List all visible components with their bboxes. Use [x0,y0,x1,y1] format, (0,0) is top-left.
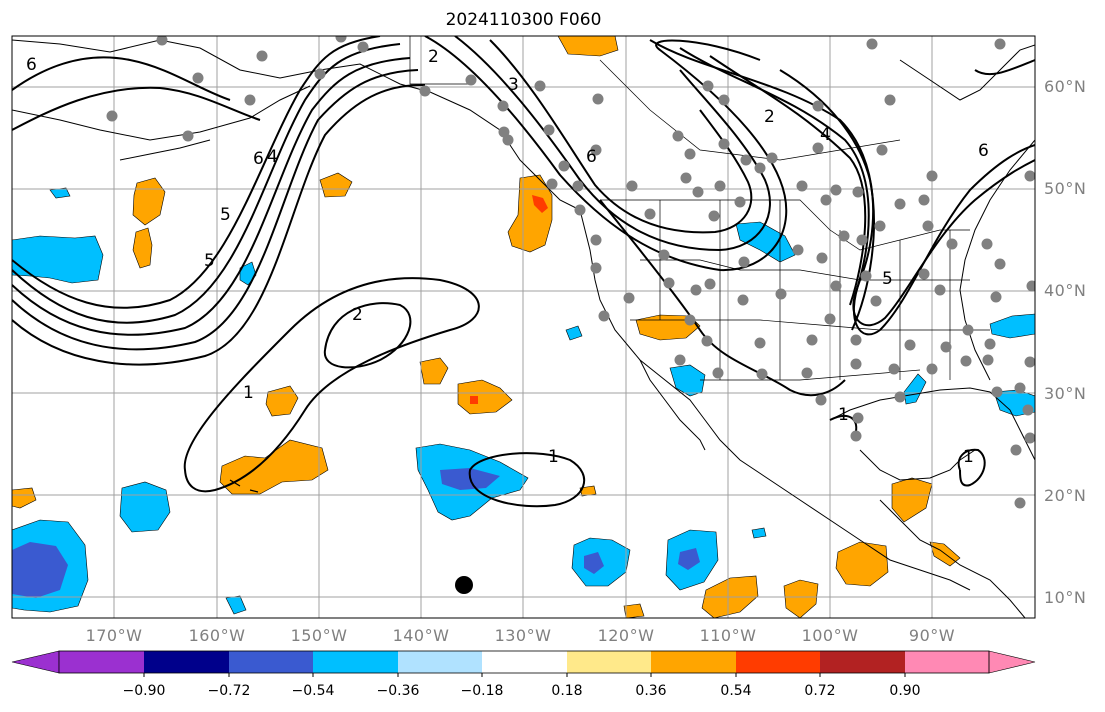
anomaly-orange-9 [579,485,597,497]
anomaly-orange-1 [132,177,166,226]
lon-label: 130°W [494,626,552,645]
anomaly-orange-ca [635,314,701,341]
anomaly-red-pnw [532,195,548,213]
anomaly-red-5 [470,396,478,404]
colorbar-swatch [567,651,651,673]
contours [12,36,1035,508]
anomaly-blue-west [12,235,104,284]
colorbar-swatch [398,651,482,673]
colorbar-swatch [905,651,989,673]
anomaly-orange-top [557,36,619,57]
anomaly-blue-ca [565,325,583,341]
anomaly-blue-gulf [669,364,706,397]
contour-label: 2 [428,47,439,67]
lat-label: 50°N [1044,179,1087,198]
colorbar-tick-label: 0.54 [720,683,752,699]
lat-label: 60°N [1044,77,1087,96]
contour-label: 4 [820,125,831,145]
anomaly-blue-east3 [903,373,927,405]
lat-label: 10°N [1044,588,1087,607]
contour-label: 6 [586,147,597,167]
colorbar-swatch [820,651,905,673]
contour-label: 4 [267,147,278,167]
colorbar-swatch [482,651,567,673]
lon-label: 140°W [392,626,450,645]
contour-label: 5 [882,269,893,289]
colorbar-swatch [736,651,820,673]
anomaly-orange-b3 [623,603,645,618]
colorbar-tick-label: 0.72 [804,683,836,699]
colorbar-swatch [651,651,736,673]
colorbar-extend-right [988,650,1036,674]
contour-label: 2 [352,305,363,325]
anomaly-orange-5 [457,379,513,415]
lon-label: 110°W [699,626,757,645]
anomaly-darkblue-b1 [584,552,604,574]
colorbar-tick-label: −0.54 [291,683,335,699]
lon-label: 170°W [85,626,143,645]
graticule [12,36,1035,618]
colorbar-tick-label: 0.36 [635,683,667,699]
anomaly-darkblue-b2 [678,548,700,570]
contour-label: 1 [963,447,974,467]
colorbar-tick-label: −0.18 [460,683,504,699]
map-title: 2024110300 F060 [445,10,602,30]
colorbar-swatch [59,651,144,673]
colorbar-swatch [144,651,229,673]
contour-label: 3 [508,75,519,95]
shaded-anomalies [12,36,1035,618]
colorbar-swatch [229,651,313,673]
colorbar-extend-left [11,650,60,674]
contour-label: 1 [838,405,849,425]
anomaly-orange-4 [419,357,449,385]
colorbar-tick-label: −0.90 [122,683,166,699]
contour-label: 6 [26,55,37,75]
anomaly-blue-east1 [989,313,1035,339]
lon-label: 150°W [290,626,348,645]
lat-label: 30°N [1044,384,1087,403]
anomaly-orange-b5 [891,477,933,523]
location-marker [455,576,473,594]
station-markers [106,36,1035,509]
contour-label: 5 [220,205,231,225]
lon-label: 120°W [597,626,655,645]
anomaly-orange-pnw [507,174,553,253]
anomaly-orange-7 [219,439,329,495]
colorbar-tick-label: −0.36 [376,683,420,699]
anomaly-darkblue-sw [12,542,68,598]
anomaly-orange-b2 [783,579,819,618]
contour-label: 5 [204,251,215,271]
colorbar-swatch [313,651,398,673]
colorbar [11,650,1036,677]
colorbar-tick-label: 0.18 [551,683,583,699]
anomaly-orange-2 [132,227,153,269]
coastlines [12,36,1035,618]
lon-label: 90°W [908,626,956,645]
contour-label: 1 [548,447,559,467]
contour-label: 2 [764,107,775,127]
map-frame [11,35,1036,619]
colorbar-tick-label: −0.72 [207,683,251,699]
lon-label: 160°W [188,626,246,645]
anomaly-blue-b3 [751,527,767,539]
contour-label: 1 [243,383,254,403]
contour-label: 6 [253,149,264,169]
lat-label: 40°N [1044,281,1087,300]
anomaly-orange-8 [12,487,37,509]
contour-label: 6 [978,141,989,161]
contour-label-group: 6 6 5 5 4 2 1 1 1 2 3 4 5 6 6 2 1 [26,47,989,467]
lat-label: 20°N [1044,486,1087,505]
colorbar-tick-label: 0.90 [889,683,921,699]
lon-label: 100°W [801,626,859,645]
